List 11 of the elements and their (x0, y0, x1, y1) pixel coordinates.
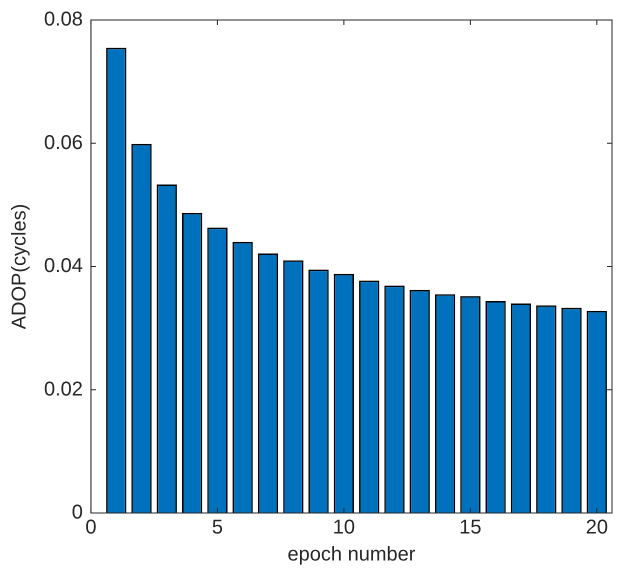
y-tick-label: 0.04 (44, 255, 83, 278)
x-tick-label: 20 (586, 516, 608, 539)
y-axis-title: ADOP(cycles) (8, 204, 31, 330)
x-tick-label: 5 (212, 516, 223, 539)
y-tick-label: 0 (72, 502, 83, 524)
y-tick-label: 0.02 (44, 378, 83, 400)
y-tick-label: 0.06 (44, 132, 83, 154)
x-tick-label: 10 (332, 516, 355, 539)
y-tick-label: 0.08 (44, 8, 83, 31)
x-axis-title: epoch number (288, 544, 416, 566)
x-tick-label: 15 (459, 516, 482, 539)
